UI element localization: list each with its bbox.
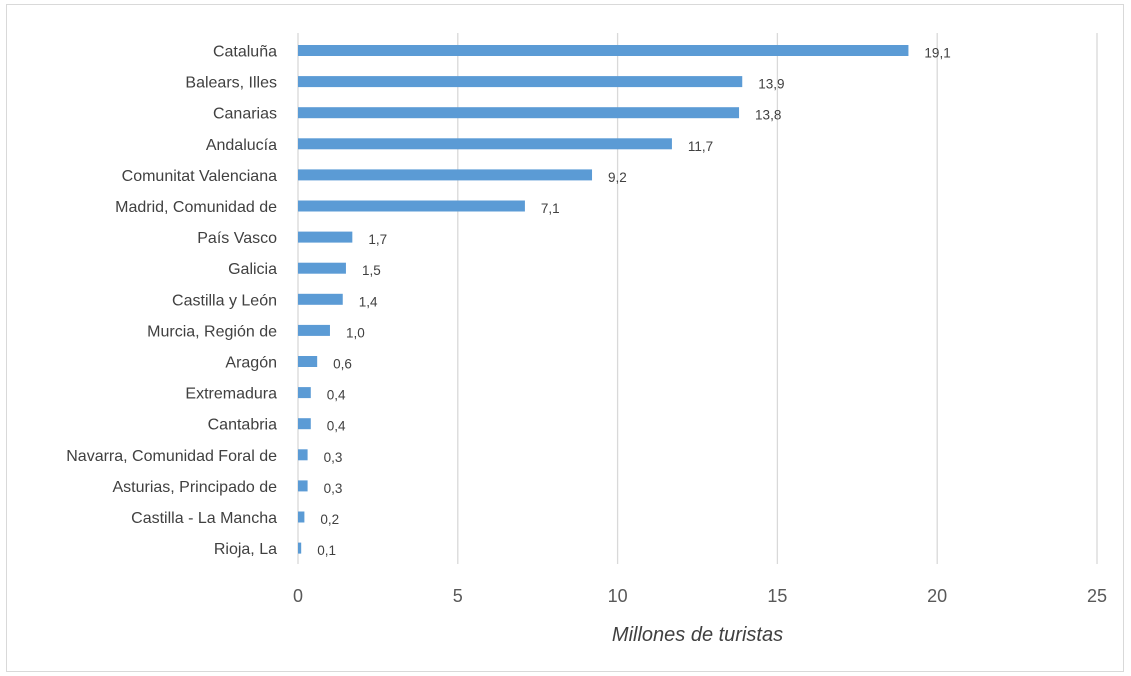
bar-13 — [298, 449, 308, 461]
category-label: Extremadura — [185, 386, 277, 403]
x-tick-label: 25 — [1087, 586, 1107, 606]
category-label: Asturias, Principado de — [112, 479, 277, 496]
data-label: 0,3 — [324, 450, 343, 465]
data-label: 19,1 — [924, 46, 950, 61]
x-tick-labels: 0 5 10 15 20 25 — [293, 586, 1107, 606]
data-label: 0,1 — [317, 543, 336, 558]
category-label: Cataluña — [213, 44, 277, 61]
bar-6 — [298, 231, 353, 243]
category-label: Rioja, La — [214, 541, 277, 558]
data-label: 0,4 — [327, 388, 346, 403]
gridlines — [297, 33, 1098, 564]
category-labels: Cataluña Balears, Illes Canarias Andalucía C… — [66, 44, 277, 559]
bar-16 — [298, 542, 302, 554]
x-axis-title: Millones de turistas — [612, 624, 783, 646]
bar-1 — [298, 76, 743, 88]
data-label: 0,4 — [327, 419, 346, 434]
data-label: 0,3 — [324, 481, 343, 496]
category-label: Comunitat Valenciana — [122, 168, 277, 185]
data-label: 1,0 — [346, 325, 365, 340]
data-label: 1,5 — [362, 263, 381, 278]
bar-2 — [298, 107, 740, 119]
bar-12 — [298, 418, 311, 430]
data-label: 1,7 — [368, 232, 387, 247]
bar-9 — [298, 324, 330, 336]
bar-10 — [298, 356, 318, 367]
bar-0 — [298, 45, 909, 56]
x-tick-label: 15 — [767, 586, 787, 606]
bar-14 — [298, 480, 308, 492]
x-tick-label: 20 — [927, 586, 947, 606]
category-label: Cantabria — [208, 417, 277, 434]
bar-8 — [298, 293, 343, 305]
category-label: País Vasco — [197, 230, 277, 247]
category-label: Aragón — [225, 355, 277, 372]
data-label: 7,1 — [541, 201, 560, 216]
bar-15 — [298, 511, 305, 523]
bars — [298, 45, 909, 554]
category-label: Madrid, Comunidad de — [115, 199, 277, 216]
data-label: 0,6 — [333, 357, 352, 372]
data-label: 13,8 — [755, 108, 781, 123]
data-labels: 19,1 13,9 13,8 11,7 9,2 7,1 1,7 1,5 1,4 1,0 0,6 0,4… — [317, 46, 951, 559]
bar-3 — [298, 138, 672, 150]
category-label: Navarra, Comunidad Foral de — [66, 448, 277, 465]
x-tick-label: 5 — [453, 586, 463, 606]
bar-7 — [298, 262, 346, 274]
data-label: 13,9 — [758, 77, 784, 92]
x-tick-label: 10 — [608, 586, 628, 606]
category-label: Murcia, Región de — [147, 323, 277, 340]
category-label: Galicia — [228, 261, 277, 278]
bar-4 — [298, 169, 593, 181]
data-label: 9,2 — [608, 170, 627, 185]
data-label: 11,7 — [688, 139, 713, 154]
category-label: Andalucía — [206, 137, 277, 154]
category-label: Castilla - La Mancha — [131, 510, 277, 527]
data-label: 1,4 — [359, 294, 378, 309]
bar-5 — [298, 200, 525, 212]
data-label: 0,2 — [320, 512, 339, 527]
bar-11 — [298, 387, 311, 399]
category-label: Canarias — [213, 106, 277, 123]
category-label: Balears, Illes — [185, 75, 277, 92]
category-label: Castilla y León — [172, 292, 277, 309]
x-tick-label: 0 — [293, 586, 303, 606]
